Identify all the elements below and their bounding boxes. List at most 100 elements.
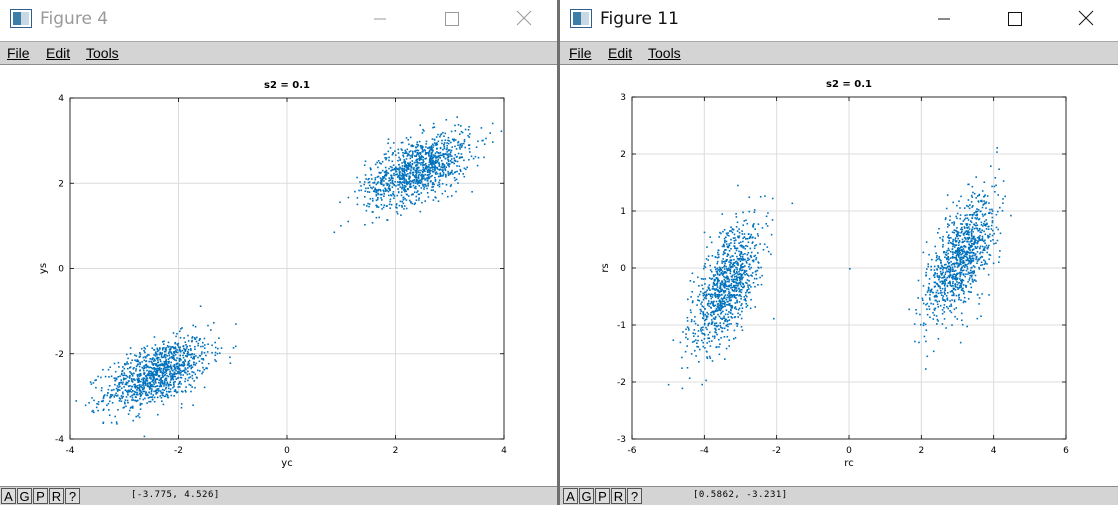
data-point	[753, 277, 756, 280]
data-point	[727, 313, 729, 316]
pan-button[interactable]: P	[33, 488, 48, 504]
data-point	[922, 324, 925, 327]
data-point	[413, 191, 416, 193]
data-point	[174, 366, 176, 369]
autoscale-button[interactable]: A	[563, 488, 578, 504]
data-point	[410, 145, 413, 147]
pan-button[interactable]: P	[595, 488, 610, 504]
data-point	[155, 351, 157, 353]
data-point	[734, 302, 736, 304]
data-point	[457, 141, 459, 144]
close-icon[interactable]	[512, 9, 536, 29]
data-point	[728, 261, 730, 263]
data-point	[412, 179, 414, 182]
autoscale-button[interactable]: A	[1, 488, 16, 504]
plot-area[interactable]: s2 = 0.1 -4 -2 0 2 4 -4 -2 0 2 4 yc ys	[0, 66, 557, 486]
data-point	[414, 155, 416, 157]
rotate-button[interactable]: R	[49, 488, 64, 504]
data-point	[144, 364, 147, 366]
data-point	[187, 334, 189, 337]
data-point	[155, 370, 157, 373]
data-point	[729, 265, 731, 268]
data-point	[928, 305, 930, 308]
data-point	[161, 362, 163, 365]
data-point	[998, 256, 1001, 258]
data-point	[731, 255, 733, 257]
data-point	[427, 178, 430, 180]
data-point	[714, 296, 717, 298]
data-point	[942, 235, 944, 238]
plot-area[interactable]: s2 = 0.1 -6 -4 -2 0 2 4 6 -3 -2 -1 0 1 2 3 rc rs	[560, 66, 1118, 486]
data-point	[152, 374, 155, 376]
data-point	[411, 193, 413, 196]
minimize-icon[interactable]	[932, 9, 956, 29]
data-point	[115, 421, 118, 423]
data-point	[153, 377, 155, 380]
help-button[interactable]: ?	[65, 488, 80, 504]
data-point	[988, 212, 991, 215]
data-point	[954, 252, 957, 254]
data-point	[385, 169, 388, 172]
data-point	[89, 381, 92, 383]
menu-tools[interactable]: Tools	[86, 45, 119, 61]
rotate-button[interactable]: R	[611, 488, 626, 504]
y-tick-label: 3	[620, 93, 626, 103]
data-point	[959, 278, 961, 280]
minimize-icon[interactable]	[368, 9, 392, 29]
data-point	[711, 288, 714, 290]
data-point	[156, 365, 159, 368]
menu-file[interactable]: File	[569, 45, 592, 61]
data-point	[150, 376, 152, 379]
data-point	[956, 235, 958, 237]
title-bar[interactable]: Figure 4	[0, 0, 557, 41]
help-button[interactable]: ?	[627, 488, 642, 504]
menu-tools[interactable]: Tools	[648, 45, 681, 61]
data-point	[427, 147, 429, 149]
data-point	[956, 204, 958, 207]
data-point	[420, 181, 423, 183]
data-point	[1001, 210, 1004, 212]
data-point	[462, 173, 464, 175]
data-point	[392, 182, 394, 185]
data-point	[965, 238, 967, 240]
data-point	[938, 285, 940, 287]
maximize-icon[interactable]	[440, 9, 464, 29]
grid-button[interactable]: G	[17, 488, 32, 504]
data-point	[947, 275, 950, 277]
data-point	[746, 245, 749, 248]
data-point	[746, 290, 748, 292]
data-point	[973, 279, 976, 281]
data-point	[970, 231, 972, 233]
data-point	[978, 194, 980, 196]
data-point	[978, 218, 981, 220]
data-point	[439, 175, 442, 177]
data-point	[716, 289, 719, 292]
data-point	[730, 283, 733, 285]
data-point	[948, 282, 950, 284]
data-point	[188, 373, 191, 375]
title-bar[interactable]: Figure 11	[560, 0, 1118, 41]
data-point	[381, 169, 384, 172]
data-point	[739, 268, 741, 270]
data-point	[169, 357, 171, 359]
maximize-icon[interactable]	[1003, 9, 1027, 29]
menu-edit[interactable]: Edit	[608, 45, 633, 61]
data-point	[957, 237, 959, 240]
data-point	[931, 258, 933, 261]
grid-button[interactable]: G	[579, 488, 594, 504]
close-icon[interactable]	[1074, 9, 1098, 29]
menu-edit[interactable]: Edit	[46, 45, 71, 61]
data-point	[941, 280, 944, 283]
data-point	[752, 260, 755, 263]
data-point	[726, 329, 729, 331]
data-point	[943, 307, 945, 309]
data-point	[733, 240, 736, 242]
data-point	[411, 202, 414, 205]
menu-file[interactable]: File	[7, 45, 30, 61]
data-point	[140, 347, 143, 350]
data-point	[158, 385, 161, 388]
data-point	[943, 285, 946, 287]
data-point	[454, 159, 456, 162]
